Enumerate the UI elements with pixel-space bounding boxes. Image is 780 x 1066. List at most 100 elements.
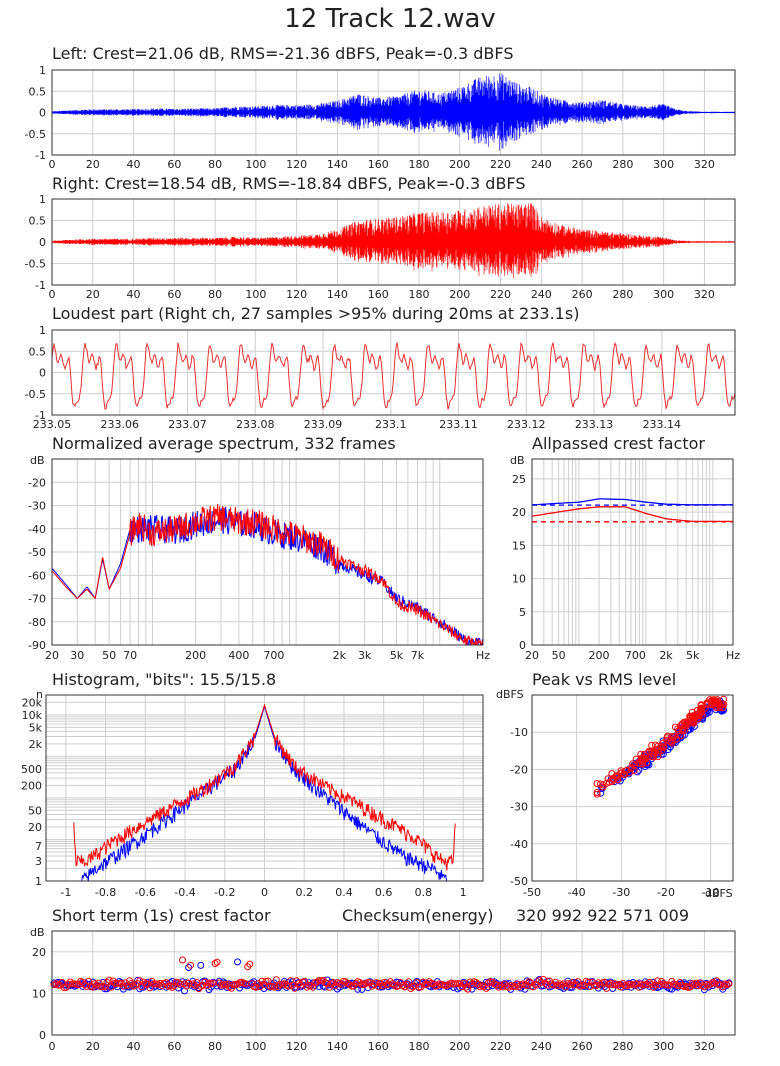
- crest-point: [601, 983, 608, 991]
- loudest-x-tick: 233.12: [507, 418, 546, 431]
- peak-rms-point: [720, 701, 728, 708]
- loudest-x-tick: 233.05: [33, 418, 72, 431]
- spectrum-x-tick: 50: [102, 649, 116, 662]
- peak-rms-point: [593, 780, 601, 787]
- left-x-tick: 140: [327, 158, 348, 171]
- peak-rms-x-tick: -10: [702, 886, 720, 899]
- allpassed-x-tick: 200: [589, 649, 610, 662]
- peak-rms-y-tick: -10: [510, 726, 528, 739]
- loudest-y-tick: -1: [35, 409, 46, 422]
- right-x-tick: 160: [368, 288, 389, 301]
- crest-point: [495, 983, 502, 991]
- left-x-tick: 200: [449, 158, 470, 171]
- crest-point: [179, 956, 186, 964]
- allpassed-y-tick: 25: [512, 473, 526, 486]
- spectrum-x-tick: Hz: [476, 649, 490, 662]
- crest-point: [89, 983, 97, 991]
- histogram-y-tick: 20k: [22, 696, 43, 709]
- allpassed-x-tick: 2k: [659, 649, 673, 662]
- left-x-tick: 240: [531, 158, 552, 171]
- right-y-tick: -0.5: [25, 258, 46, 271]
- peak-rms-point: [663, 736, 671, 744]
- crest-point: [166, 982, 174, 990]
- left-y-tick: 0: [39, 107, 46, 120]
- spectrum-y-tick: -80: [28, 616, 46, 629]
- right-y-tick: 0.5: [29, 215, 47, 228]
- crest-point: [185, 979, 193, 987]
- peak-rms-point: [701, 704, 709, 712]
- peak-rms-point: [697, 709, 705, 717]
- histogram-x-tick: -0.4: [174, 886, 195, 899]
- crest-point: [603, 984, 611, 992]
- loudest-x-tick: 233.06: [101, 418, 140, 431]
- crest-point: [372, 979, 380, 987]
- allpassed-x-tick: 50: [552, 649, 566, 662]
- crest-point: [193, 979, 201, 986]
- peak-rms-ylabel: dBFS: [496, 688, 524, 701]
- loudest-x-tick: 233.13: [575, 418, 614, 431]
- crest-point: [295, 980, 303, 988]
- histogram-x-tick: 0: [261, 886, 268, 899]
- peak-rms-point: [593, 789, 601, 796]
- left-x-tick: 300: [653, 158, 674, 171]
- allpassed-y-tick: 20: [512, 506, 526, 519]
- right-x-tick: 140: [327, 288, 348, 301]
- peak-rms-chart: -50 -40 -30 -20 -10 -10 -20 -30 -40 -50: [510, 694, 734, 899]
- crest-point: [460, 980, 468, 988]
- crest-point: [480, 983, 488, 990]
- page-title: 12 Track 12.wav: [284, 4, 496, 34]
- loudest-x-tick: 233.07: [168, 418, 207, 431]
- crest-point: [266, 983, 274, 990]
- right-x-tick: 40: [127, 288, 141, 301]
- crest-point: [185, 964, 193, 971]
- spectrum-y-tick: -90: [28, 639, 46, 652]
- allpassed-x-tick: 20: [525, 649, 539, 662]
- spectrum-y-tick: -60: [28, 569, 46, 582]
- histogram-y-tick: 1: [35, 875, 42, 888]
- peak-rms-y-tick: -20: [510, 763, 528, 776]
- crest-point: [464, 985, 472, 993]
- peak-rms-point: [694, 715, 702, 723]
- checksum-value: 320 992 922 571 009: [516, 906, 689, 925]
- crest-point: [181, 980, 188, 988]
- crest-point: [227, 984, 235, 992]
- histogram-y-tick: 50: [28, 804, 42, 817]
- spectrum-x-tick: 200: [185, 649, 206, 662]
- spectrum-x-tick: 2k: [333, 649, 347, 662]
- histogram-panel-title: Histogram, "bits": 15.5/15.8: [52, 670, 276, 689]
- spectrum-x-tick: 30: [70, 649, 84, 662]
- peak-rms-panel-title: Peak vs RMS level: [532, 670, 676, 689]
- histogram-x-tick: 1: [460, 886, 467, 899]
- crest-point: [272, 976, 280, 984]
- crest-x-tick: 300: [653, 1040, 674, 1053]
- peak-rms-point: [670, 732, 677, 740]
- peak-rms-point: [597, 789, 605, 797]
- allpassed-frame: [531, 458, 734, 646]
- crest-frame: [51, 930, 736, 1036]
- crest-point: [713, 977, 721, 985]
- crest-point: [596, 981, 604, 988]
- peak-rms-point: [696, 710, 703, 718]
- crest-x-tick: 260: [572, 1040, 593, 1053]
- crest-point: [234, 958, 241, 966]
- crest-point: [725, 980, 733, 988]
- crest-x-tick: 0: [49, 1040, 56, 1053]
- crest-x-tick: 240: [531, 1040, 552, 1053]
- right-waveform: [52, 202, 735, 279]
- peak-rms-point: [709, 700, 717, 708]
- crest-point: [230, 981, 237, 989]
- left-chart: 0 20 40 60 80 100 120 140 160 180 200 220 240 260 280 3…: [25, 64, 736, 171]
- crest-x-tick: 160: [368, 1040, 389, 1053]
- peak-rms-point: [617, 770, 625, 778]
- spectrum-y-tick: -40: [28, 523, 46, 536]
- spectrum-x-tick: 7k: [411, 649, 425, 662]
- right-x-tick: 180: [408, 288, 429, 301]
- crest-point: [197, 961, 205, 969]
- peak-rms-point: [608, 777, 616, 785]
- loudest-chart: 233.05 233.06 233.07 233.08 233.09 233.1 233.1…: [25, 324, 736, 431]
- right-x-tick: 120: [286, 288, 307, 301]
- histogram-y-tick: 5k: [29, 721, 43, 734]
- crest-chart: 0 20 40 60 80 100 120 140 160 180 200 220 240 260 280 3…: [32, 930, 736, 1053]
